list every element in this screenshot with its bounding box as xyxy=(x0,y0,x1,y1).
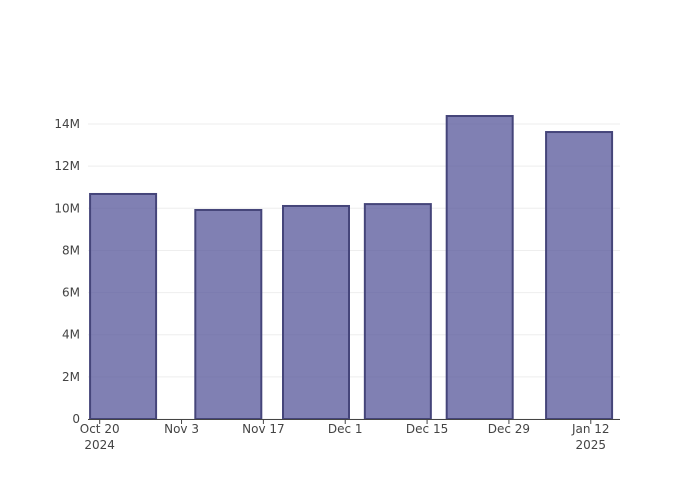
x-tick-label-line: Jan 12 xyxy=(571,422,610,436)
y-tick-label: 0 xyxy=(72,412,80,426)
x-tick-label-line: Nov 3 xyxy=(164,422,199,436)
y-tick-label: 2M xyxy=(62,370,80,384)
y-tick-label: 12M xyxy=(54,159,80,173)
x-tick-label-line: Dec 1 xyxy=(328,422,363,436)
bar xyxy=(89,192,158,420)
x-tick-label-line: 2025 xyxy=(575,438,606,452)
y-tick-label: 10M xyxy=(54,201,80,215)
bar xyxy=(282,204,350,420)
x-tick-label-line: Oct 20 xyxy=(80,422,120,436)
x-tick-label: Dec 1 xyxy=(328,422,363,436)
axes: 0 2M 4M 6M 8M 10M 12M 14M Oct 20 2024 Nov 3 Nov 17 D… xyxy=(54,117,620,452)
x-tick-label: Oct 20 2024 xyxy=(80,422,120,452)
bar xyxy=(363,203,432,420)
x-tick-label-line: Dec 29 xyxy=(488,422,530,436)
x-tick-label-line: Nov 17 xyxy=(242,422,285,436)
x-tick-label: Dec 29 xyxy=(488,422,530,436)
x-tick-label: Nov 17 xyxy=(242,422,285,436)
x-tick-label-line: Dec 15 xyxy=(406,422,448,436)
bar xyxy=(445,115,514,420)
y-tick-label: 4M xyxy=(62,328,80,342)
y-tick-label: 6M xyxy=(62,286,80,300)
bar xyxy=(194,208,263,420)
grid xyxy=(88,123,620,420)
x-tick-label: Nov 3 xyxy=(164,422,199,436)
y-tick-label: 14M xyxy=(54,117,80,131)
bar xyxy=(545,131,614,420)
x-tick-label-line: 2024 xyxy=(84,438,115,452)
y-tick-label: 8M xyxy=(62,243,80,257)
x-tick-label: Dec 15 xyxy=(406,422,448,436)
x-tick-label: Jan 12 2025 xyxy=(571,422,610,452)
bars xyxy=(89,115,614,420)
